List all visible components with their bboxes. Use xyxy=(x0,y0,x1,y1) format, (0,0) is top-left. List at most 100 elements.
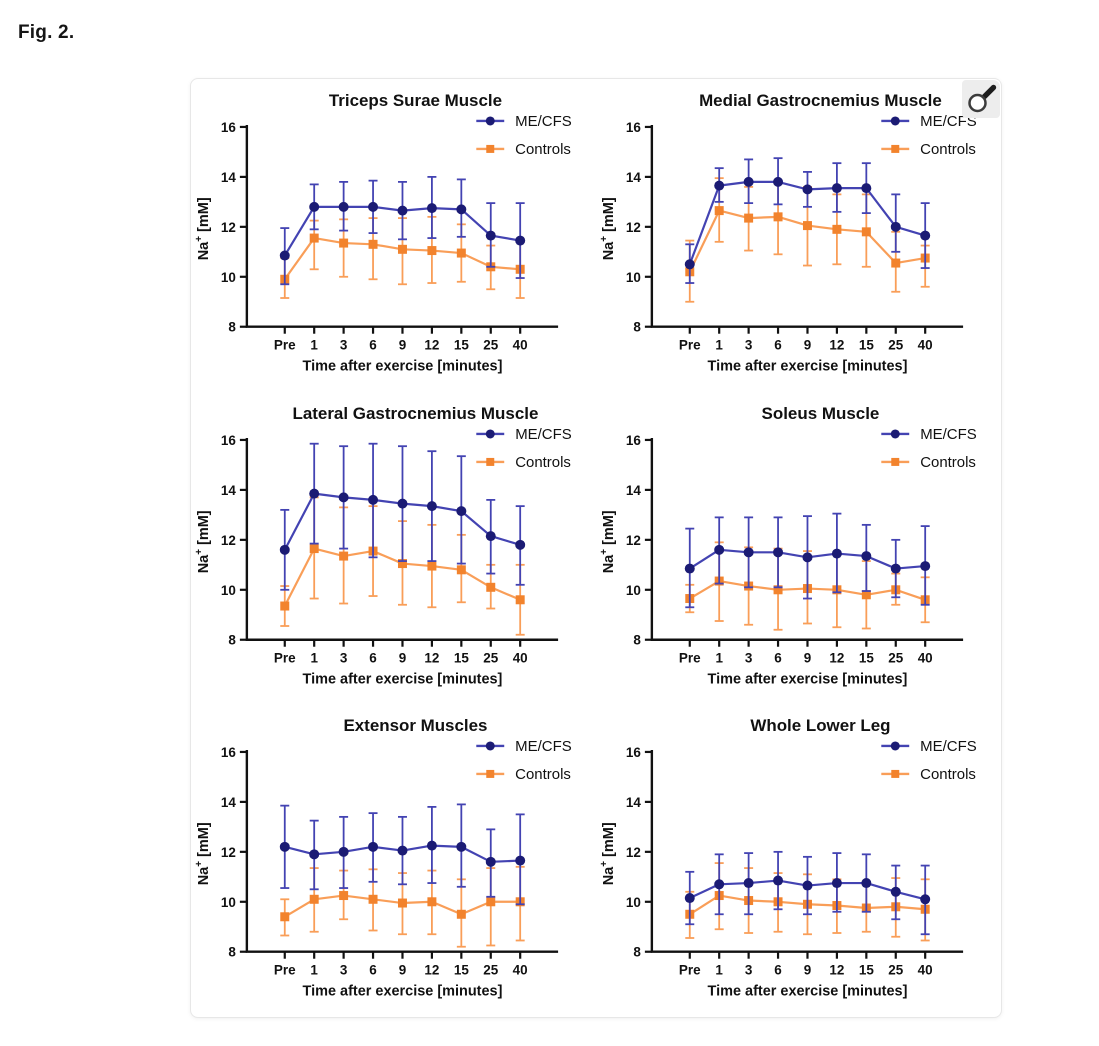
svg-text:12: 12 xyxy=(424,338,439,353)
svg-text:Triceps Surae Muscle: Triceps Surae Muscle xyxy=(329,91,502,110)
svg-text:14: 14 xyxy=(626,170,641,185)
figure-caption-label: Fig. 2. xyxy=(18,22,75,43)
svg-text:Time after exercise [minutes]: Time after exercise [minutes] xyxy=(708,671,908,687)
svg-text:14: 14 xyxy=(626,483,641,498)
svg-text:ME/CFS: ME/CFS xyxy=(515,426,572,443)
svg-text:Na+ [mM]: Na+ [mM] xyxy=(599,510,617,573)
svg-text:ME/CFS: ME/CFS xyxy=(515,738,572,755)
svg-text:9: 9 xyxy=(399,338,406,353)
svg-text:12: 12 xyxy=(626,845,641,860)
chart-lateral-gastrocnemius-muscle: Lateral Gastrocnemius Muscle 8 10 12 14 16 Pre… xyxy=(191,392,596,705)
svg-text:8: 8 xyxy=(633,320,641,335)
svg-text:3: 3 xyxy=(745,338,752,353)
svg-text:15: 15 xyxy=(454,338,469,353)
svg-text:40: 40 xyxy=(918,338,933,353)
svg-text:25: 25 xyxy=(483,650,498,665)
svg-text:Controls: Controls xyxy=(515,141,571,158)
chart-canvas: Extensor Muscles 8 10 12 14 16 Pre 1 3 6 9 12 15 25 40… xyxy=(194,716,572,1000)
svg-text:Na+ [mM]: Na+ [mM] xyxy=(599,197,617,260)
svg-text:ME/CFS: ME/CFS xyxy=(515,113,572,130)
svg-text:8: 8 xyxy=(228,945,236,960)
chart-whole-lower-leg: Whole Lower Leg 8 10 12 14 16 Pre 1 3 6 9 12 15 25 40 T… xyxy=(596,704,1001,1017)
svg-text:1: 1 xyxy=(715,650,723,665)
svg-text:9: 9 xyxy=(399,650,406,665)
svg-text:25: 25 xyxy=(888,650,903,665)
svg-text:10: 10 xyxy=(221,270,236,285)
svg-text:10: 10 xyxy=(626,895,641,910)
svg-text:Soleus Muscle: Soleus Muscle xyxy=(762,404,880,423)
svg-text:Pre: Pre xyxy=(679,650,701,665)
svg-text:Pre: Pre xyxy=(679,963,701,978)
svg-text:Na+ [mM]: Na+ [mM] xyxy=(194,510,212,573)
svg-text:6: 6 xyxy=(369,338,376,353)
svg-text:15: 15 xyxy=(859,338,874,353)
svg-text:12: 12 xyxy=(829,963,844,978)
svg-text:10: 10 xyxy=(221,895,236,910)
svg-text:15: 15 xyxy=(859,963,874,978)
svg-text:16: 16 xyxy=(626,745,641,760)
chart-canvas: Whole Lower Leg 8 10 12 14 16 Pre 1 3 6 9 12 15 25 40 T… xyxy=(599,716,977,1000)
magnifier-icon xyxy=(968,84,997,113)
svg-text:6: 6 xyxy=(774,650,781,665)
svg-text:Whole Lower Leg: Whole Lower Leg xyxy=(750,716,890,735)
svg-text:16: 16 xyxy=(221,120,236,135)
svg-text:Time after exercise [minutes]: Time after exercise [minutes] xyxy=(708,359,908,375)
svg-text:3: 3 xyxy=(745,963,752,978)
svg-text:3: 3 xyxy=(340,338,347,353)
svg-text:40: 40 xyxy=(918,650,933,665)
svg-text:14: 14 xyxy=(221,795,236,810)
svg-text:12: 12 xyxy=(221,532,236,547)
chart-soleus-muscle: Soleus Muscle 8 10 12 14 16 Pre 1 3 6 9 12 15 25 40 Tim… xyxy=(596,392,1001,705)
svg-text:3: 3 xyxy=(340,650,347,665)
svg-text:Medial Gastrocnemius Muscle: Medial Gastrocnemius Muscle xyxy=(699,91,942,110)
figure-chart-grid: Triceps Surae Muscle 8 10 12 14 16 Pre 1 3 6 9 12 15… xyxy=(191,79,1001,1017)
svg-text:Time after exercise [minutes]: Time after exercise [minutes] xyxy=(303,671,503,687)
svg-text:9: 9 xyxy=(399,963,406,978)
svg-text:16: 16 xyxy=(626,433,641,448)
svg-text:16: 16 xyxy=(221,433,236,448)
svg-text:14: 14 xyxy=(221,483,236,498)
svg-text:8: 8 xyxy=(228,320,236,335)
svg-text:6: 6 xyxy=(774,338,781,353)
chart-canvas: Soleus Muscle 8 10 12 14 16 Pre 1 3 6 9 12 15 25 40 Tim… xyxy=(599,404,977,688)
svg-text:40: 40 xyxy=(513,650,528,665)
svg-text:25: 25 xyxy=(888,338,903,353)
svg-text:Pre: Pre xyxy=(274,338,296,353)
svg-text:40: 40 xyxy=(513,338,528,353)
svg-text:Controls: Controls xyxy=(515,766,571,783)
svg-text:Pre: Pre xyxy=(274,963,296,978)
svg-text:ME/CFS: ME/CFS xyxy=(920,738,977,755)
svg-text:25: 25 xyxy=(888,963,903,978)
svg-text:12: 12 xyxy=(424,650,439,665)
svg-text:6: 6 xyxy=(369,650,376,665)
svg-text:6: 6 xyxy=(369,963,376,978)
svg-text:3: 3 xyxy=(340,963,347,978)
svg-text:1: 1 xyxy=(715,963,723,978)
svg-text:Controls: Controls xyxy=(920,766,976,783)
svg-text:10: 10 xyxy=(626,270,641,285)
svg-text:16: 16 xyxy=(626,120,641,135)
svg-text:9: 9 xyxy=(804,650,811,665)
figure-panel: Triceps Surae Muscle 8 10 12 14 16 Pre 1 3 6 9 12 15… xyxy=(190,78,1002,1018)
svg-text:8: 8 xyxy=(633,945,641,960)
svg-text:12: 12 xyxy=(424,963,439,978)
svg-text:40: 40 xyxy=(513,963,528,978)
svg-text:10: 10 xyxy=(626,582,641,597)
svg-text:10: 10 xyxy=(221,582,236,597)
svg-text:8: 8 xyxy=(633,632,641,647)
figure-zoom-button[interactable] xyxy=(962,80,1000,118)
svg-text:1: 1 xyxy=(310,338,318,353)
svg-text:9: 9 xyxy=(804,963,811,978)
svg-text:15: 15 xyxy=(454,963,469,978)
svg-text:15: 15 xyxy=(454,650,469,665)
svg-text:Time after exercise [minutes]: Time after exercise [minutes] xyxy=(303,984,503,1000)
svg-text:Controls: Controls xyxy=(515,454,571,471)
svg-text:14: 14 xyxy=(626,795,641,810)
svg-text:Na+ [mM]: Na+ [mM] xyxy=(194,197,212,260)
svg-text:ME/CFS: ME/CFS xyxy=(920,426,977,443)
svg-text:Time after exercise [minutes]: Time after exercise [minutes] xyxy=(708,984,908,1000)
svg-text:12: 12 xyxy=(221,220,236,235)
svg-text:12: 12 xyxy=(626,532,641,547)
svg-text:9: 9 xyxy=(804,338,811,353)
